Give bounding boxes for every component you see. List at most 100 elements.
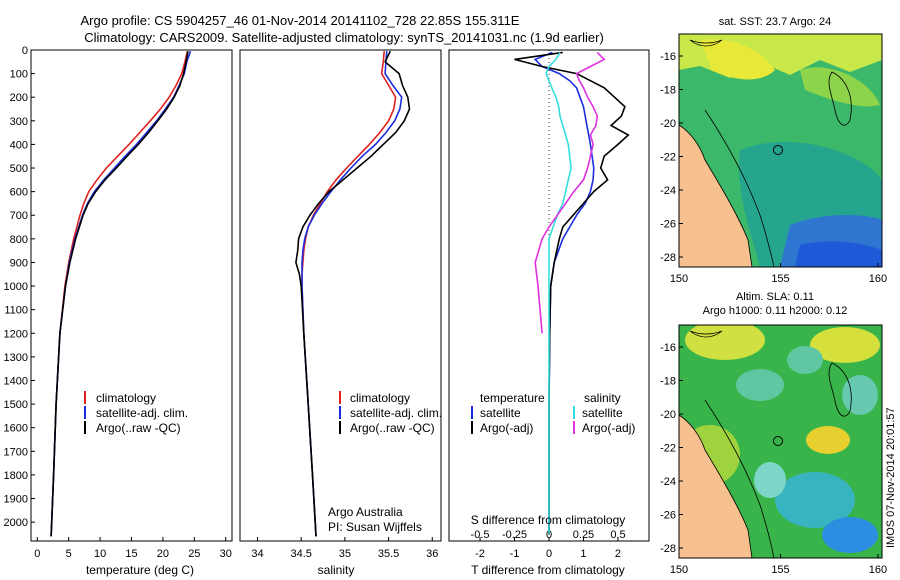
title-line-1: Argo profile: CS 5904257_46 01-Nov-2014 … [81, 13, 520, 28]
map-x-tick-label: 155 [771, 564, 789, 576]
depth-tick-label: 1000 [4, 281, 28, 293]
depth-tick-label: 500 [10, 163, 28, 175]
map-x-tick-label: 150 [670, 273, 688, 285]
depth-tick-label: 1600 [4, 423, 28, 435]
series-line-argo-raw-qc- [295, 50, 411, 537]
map-y-tick-label: -22 [660, 152, 676, 164]
legend-label-temp-satellite: satellite [480, 406, 521, 420]
sst-warm-patch [700, 39, 775, 80]
series-line-climatology [50, 51, 189, 537]
pi-label: PI: Susan Wijffels [328, 520, 422, 534]
x-tick-label: 15 [125, 548, 137, 560]
t-tick-label: 0 [546, 548, 552, 560]
sst-coldest-patch [795, 241, 882, 267]
x-tick-label: 30 [220, 548, 232, 560]
sla-low-5 [822, 517, 878, 553]
map-x-tick-label: 160 [869, 564, 887, 576]
sst-land [679, 124, 753, 267]
sla-shelf-contour [704, 399, 775, 558]
legend-heading-salinity: salinity [584, 391, 621, 405]
depth-tick-label: 600 [10, 187, 28, 199]
depth-tick-label: 100 [10, 69, 28, 81]
sla-map [679, 325, 882, 558]
map-y-tick-label: -22 [660, 443, 676, 455]
x-tick-label: 34.5 [290, 548, 311, 560]
legend-label-sal-satellite: satellite [582, 406, 623, 420]
depth-tick-label: 1400 [4, 375, 28, 387]
sla-argo-marker [773, 436, 783, 446]
depth-tick-label: 800 [10, 234, 28, 246]
s-difference-label: S difference from climatology [471, 513, 626, 527]
sst-north-contour [689, 39, 723, 47]
sst-map-ticks: 150 155 160 -16 -18 -20 -22 -24 -26 -28 [660, 51, 887, 285]
x-tick-label: 34 [251, 548, 263, 560]
sla-land [679, 414, 753, 558]
sla-low-6 [754, 462, 786, 498]
x-tick-label: 35 [339, 548, 351, 560]
depth-tick-label: 700 [10, 210, 28, 222]
x-tick-label: 25 [188, 548, 200, 560]
depth-tick-label: 300 [10, 116, 28, 128]
salinity-series [295, 50, 411, 537]
legend-label-satellite: satellite-adj. clim. [96, 406, 188, 420]
series-line-climatology [301, 51, 397, 537]
sla-high-4 [806, 426, 850, 454]
legend-label-temp-argo: Argo(-adj) [480, 421, 533, 435]
legend-label-climatology: climatology [350, 391, 410, 405]
t-tick-label: 1 [580, 548, 586, 560]
legend-label-satellite: satellite-adj. clim. [350, 406, 442, 420]
map-y-tick-label: -18 [660, 376, 676, 388]
depth-tick-label: 0 [22, 45, 28, 57]
series-line-salinity-satellite [545, 51, 572, 534]
depth-tick-label: 900 [10, 257, 28, 269]
sla-north-contour [689, 330, 723, 338]
map-y-tick-label: -28 [660, 543, 676, 555]
map-y-tick-label: -28 [660, 252, 676, 264]
sla-map-title-1: Altim. SLA: 0.11 [736, 291, 814, 303]
title-line-2: Climatology: CARS2009. Satellite-adjuste… [84, 30, 604, 45]
sla-low-1 [736, 369, 784, 401]
temperature-series [50, 50, 192, 537]
map-y-tick-label: -18 [660, 85, 676, 97]
map-y-tick-label: -24 [660, 476, 676, 488]
map-y-tick-label: -16 [660, 342, 676, 354]
temperature-xlabel: temperature (deg C) [86, 563, 194, 577]
depth-tick-label: 200 [10, 92, 28, 104]
depth-tick-label: 1200 [4, 328, 28, 340]
map-y-tick-label: -20 [660, 118, 676, 130]
depth-tick-label: 1700 [4, 446, 28, 458]
salinity-legend: climatology satellite-adj. clim. Argo(..… [339, 391, 442, 435]
depth-tick-label: 1300 [4, 352, 28, 364]
sst-mild-patch [800, 67, 880, 107]
s-tick-label: -0.25 [502, 529, 527, 541]
sst-map [679, 34, 882, 267]
salinity-xlabel: salinity [318, 563, 355, 577]
map-x-tick-label: 160 [869, 273, 887, 285]
depth-tick-label: 2000 [4, 517, 28, 529]
series-line-temperature-satellite [533, 51, 595, 534]
temperature-panel-frame [30, 49, 233, 542]
sla-high-2 [810, 327, 880, 363]
sla-reef-contour [828, 362, 852, 417]
sla-map-title-2: Argo h1000: 0.11 h2000: 0.12 [703, 305, 848, 317]
argo-australia-label: Argo Australia [328, 505, 403, 519]
s-tick-label: 0.5 [610, 529, 625, 541]
sst-argo-marker [773, 145, 783, 155]
t-difference-label: T difference from climatology [471, 563, 625, 577]
imos-timestamp: IMOS 07-Nov-2014 20:01:57 [885, 407, 897, 548]
x-tick-label: 20 [157, 548, 169, 560]
legend-label-argo: Argo(..raw -QC) [96, 421, 181, 435]
legend-heading-temperature: temperature [480, 391, 545, 405]
t-tick-label: -2 [475, 548, 485, 560]
map-y-tick-label: -26 [660, 219, 676, 231]
x-tick-label: 0 [34, 548, 40, 560]
sst-map-title: sat. SST: 23.7 Argo: 24 [719, 16, 832, 28]
legend-label-argo: Argo(..raw -QC) [350, 421, 435, 435]
x-tick-label: 35.5 [378, 548, 399, 560]
salinity-panel-frame [239, 49, 442, 542]
map-x-tick-label: 150 [670, 564, 688, 576]
x-tick-label: 5 [66, 548, 72, 560]
map-y-tick-label: -16 [660, 51, 676, 63]
